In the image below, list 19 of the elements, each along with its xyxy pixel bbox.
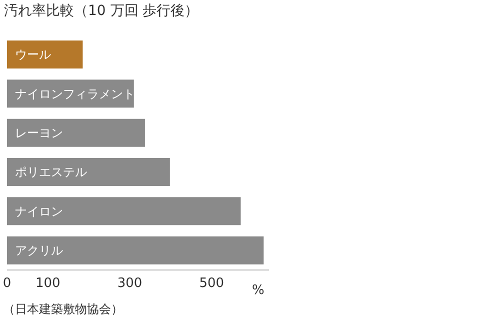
x-tick-label: 100 bbox=[36, 276, 60, 292]
bar bbox=[7, 197, 241, 226]
bar bbox=[7, 40, 83, 68]
x-tick-label: 500 bbox=[199, 276, 224, 292]
x-axis-title: % bbox=[252, 283, 264, 298]
y-tick-label: ウール bbox=[15, 48, 51, 62]
bar bbox=[7, 158, 170, 186]
y-tick-label: ナイロンフィラメント bbox=[15, 86, 135, 101]
bar bbox=[7, 118, 145, 147]
x-tick-label: 0 bbox=[2, 276, 12, 292]
x-tick-label: 300 bbox=[117, 276, 142, 292]
bar bbox=[7, 236, 264, 264]
text: （日本建築敷物協会） bbox=[3, 301, 123, 318]
y-tick-label: アクリル bbox=[15, 244, 63, 258]
y-tick-label: ポリエステル bbox=[15, 165, 87, 180]
y-tick-label: レーヨン bbox=[15, 126, 63, 140]
y-tick-label: ナイロン bbox=[15, 204, 63, 218]
chart-title: 汚れ率比較（10 万回 歩行後） bbox=[4, 2, 199, 20]
bar bbox=[7, 80, 134, 108]
